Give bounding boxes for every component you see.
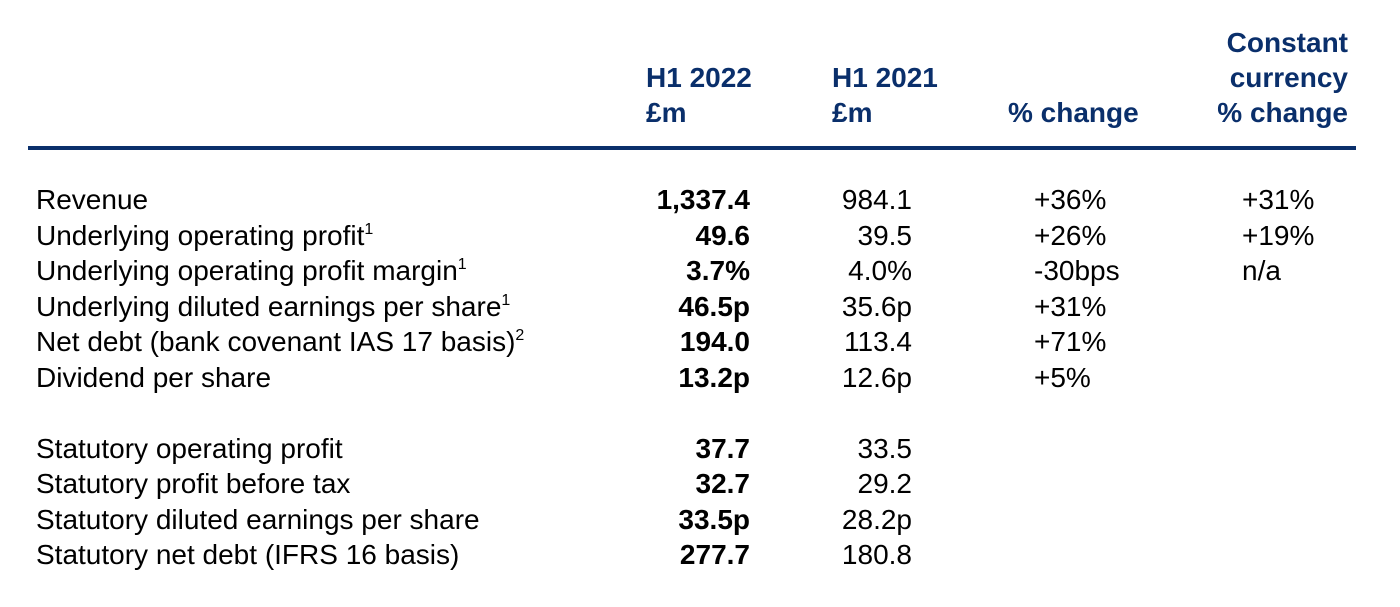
value-h1-2022: 1,337.4 [656, 184, 750, 215]
value-pct-change: +31% [1034, 291, 1107, 322]
header-h1-2021-unit: £m [832, 97, 873, 128]
value-constant-currency: +31% [1242, 184, 1315, 215]
value-h1-2021: 39.5 [857, 220, 913, 251]
table-row: Dividend per share 13.2p 12.6p +5% [0, 360, 1400, 396]
value-h1-2021: 4.0% [848, 255, 912, 286]
value-h1-2022: 32.7 [695, 468, 751, 499]
row-label: Dividend per share [36, 362, 272, 393]
value-pct-change: +5% [1034, 362, 1091, 393]
value-constant-currency: +19% [1242, 220, 1315, 251]
value-pct-change: -30bps [1034, 255, 1120, 286]
header-h1-2022-unit: £m [646, 97, 687, 128]
row-label: Statutory diluted earnings per share [36, 504, 480, 535]
row-label: Statutory net debt (IFRS 16 basis) [36, 539, 460, 570]
table-row: Underlying operating profit1 49.6 39.5 +… [0, 218, 1400, 254]
header-pct-change: % change [1008, 95, 1139, 130]
header-divider [28, 146, 1356, 150]
row-label: Net debt (bank covenant IAS 17 basis)2 [36, 326, 525, 357]
value-h1-2022: 46.5p [678, 291, 750, 322]
value-h1-2021: 984.1 [841, 184, 912, 215]
table-row: Statutory profit before tax 32.7 29.2 [0, 466, 1400, 502]
value-h1-2021: 33.5 [857, 433, 913, 464]
value-h1-2022: 3.7% [686, 255, 750, 286]
value-h1-2022: 37.7 [695, 433, 751, 464]
table-row: Revenue 1,337.4 984.1 +36% +31% [0, 182, 1400, 218]
header-constant-currency-line3: % change [1217, 97, 1348, 128]
value-h1-2022: 33.5p [678, 504, 750, 535]
value-h1-2021: 180.8 [841, 539, 912, 570]
table-row: Underlying operating profit margin1 3.7%… [0, 253, 1400, 289]
value-h1-2021: 29.2 [857, 468, 913, 499]
row-label: Statutory profit before tax [36, 468, 351, 499]
header-constant-currency-line1: Constant [1226, 27, 1348, 58]
value-constant-currency: n/a [1242, 255, 1281, 286]
header-h1-2021-period: H1 2021 [832, 62, 938, 93]
value-pct-change: +71% [1034, 326, 1107, 357]
value-h1-2021: 35.6p [841, 291, 912, 322]
value-h1-2022: 194.0 [679, 326, 750, 357]
row-label: Statutory operating profit [36, 433, 343, 464]
header-h1-2022-period: H1 2022 [646, 62, 752, 93]
value-h1-2022: 13.2p [678, 362, 750, 393]
value-h1-2021: 12.6p [841, 362, 912, 393]
header-h1-2021: H1 2021 £m [832, 60, 938, 130]
table-row: Statutory diluted earnings per share 33.… [0, 502, 1400, 538]
value-h1-2021: 28.2p [841, 504, 912, 535]
value-h1-2022: 49.6 [695, 220, 751, 251]
table-row: Statutory operating profit 37.7 33.5 [0, 431, 1400, 467]
value-pct-change: +36% [1034, 184, 1107, 215]
header-constant-currency: Constant currency % change [1217, 25, 1348, 130]
value-pct-change: +26% [1034, 220, 1107, 251]
table-row: Net debt (bank covenant IAS 17 basis)2 1… [0, 324, 1400, 360]
header-h1-2022: H1 2022 £m [646, 60, 752, 130]
row-label: Underlying operating profit margin1 [36, 255, 467, 286]
row-label: Underlying diluted earnings per share1 [36, 291, 511, 322]
table-row: Statutory net debt (IFRS 16 basis) 277.7… [0, 537, 1400, 573]
value-h1-2022: 277.7 [679, 539, 750, 570]
table-row: Underlying diluted earnings per share1 4… [0, 289, 1400, 325]
header-constant-currency-line2: currency [1229, 62, 1348, 93]
row-label: Revenue [36, 184, 149, 215]
value-h1-2021: 113.4 [844, 326, 912, 357]
row-label: Underlying operating profit1 [36, 220, 374, 251]
header-pct-change-label: % change [1008, 97, 1139, 128]
